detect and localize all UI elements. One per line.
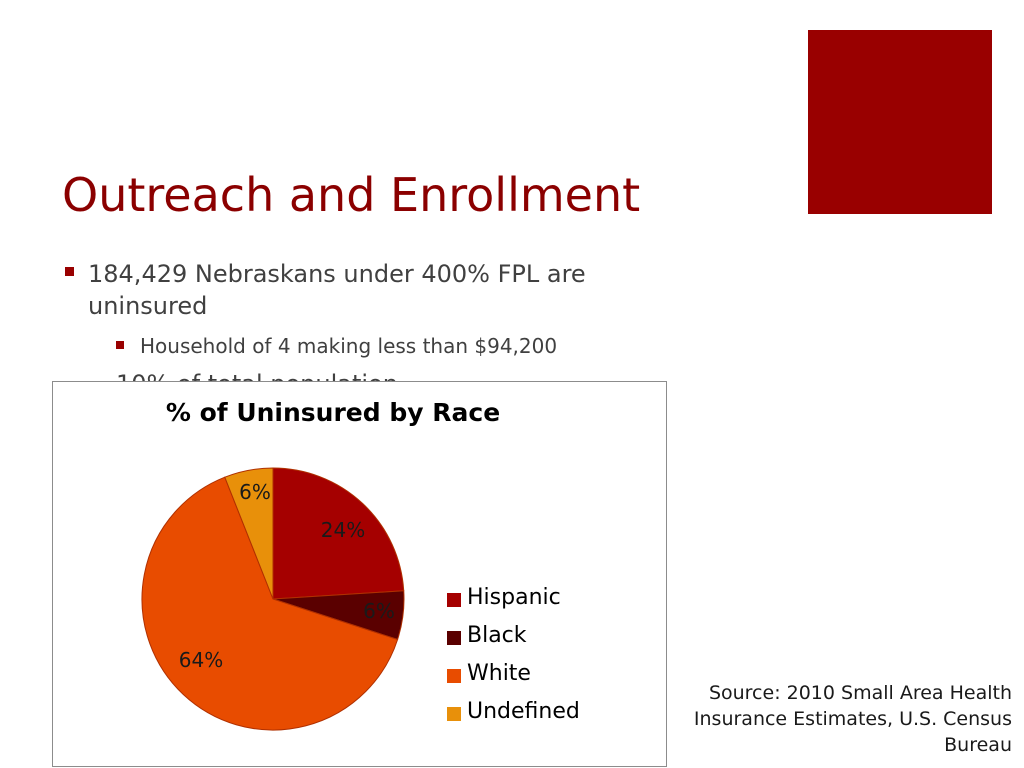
pie-slice-white — [141, 476, 399, 731]
legend-label: Undefined — [467, 699, 580, 724]
legend-label: Black — [467, 623, 527, 648]
bullet-text: 184,429 Nebraskans under 400% FPL are un… — [88, 260, 586, 320]
sub-bullet-household-income: Household of 4 making less than $94,200 — [116, 332, 700, 360]
bullet-uninsured-count: 184,429 Nebraskans under 400% FPL are un… — [65, 258, 648, 322]
bullet-text: 10% of total population — [116, 370, 398, 382]
chart-title: % of Uninsured by Race — [165, 398, 501, 427]
legend-label: Hispanic — [467, 585, 561, 610]
pie-slice-hispanic — [272, 467, 405, 600]
pie-slice-undefined — [224, 467, 274, 600]
slice-label-black: 6% — [363, 599, 395, 623]
sub-bullet-text: Household of 4 making less than $94,200 — [140, 334, 558, 358]
legend-swatch — [447, 707, 461, 721]
legend-swatch — [447, 593, 461, 607]
slide-title: Outreach and Enrollment — [62, 168, 641, 222]
legend-label: White — [467, 661, 531, 686]
legend-swatch — [447, 631, 461, 645]
source-note: Source: 2010 Small Area Health Insurance… — [693, 682, 1012, 756]
accent-block — [808, 30, 992, 214]
bullet-square-icon — [116, 341, 124, 349]
pie-chart: % of Uninsured by Race 24% 6% 64% 6% Hispan… — [52, 381, 667, 767]
pie-chart-canvas: 24% 6% 64% 6% — [141, 467, 405, 731]
bullet-total-population-partial: 10% of total population — [116, 368, 656, 382]
legend-swatch — [447, 669, 461, 683]
slice-label-white: 64% — [179, 648, 223, 672]
bullet-square-icon — [65, 267, 74, 276]
slice-label-undefined: 6% — [239, 480, 271, 504]
slice-label-hispanic: 24% — [321, 518, 365, 542]
